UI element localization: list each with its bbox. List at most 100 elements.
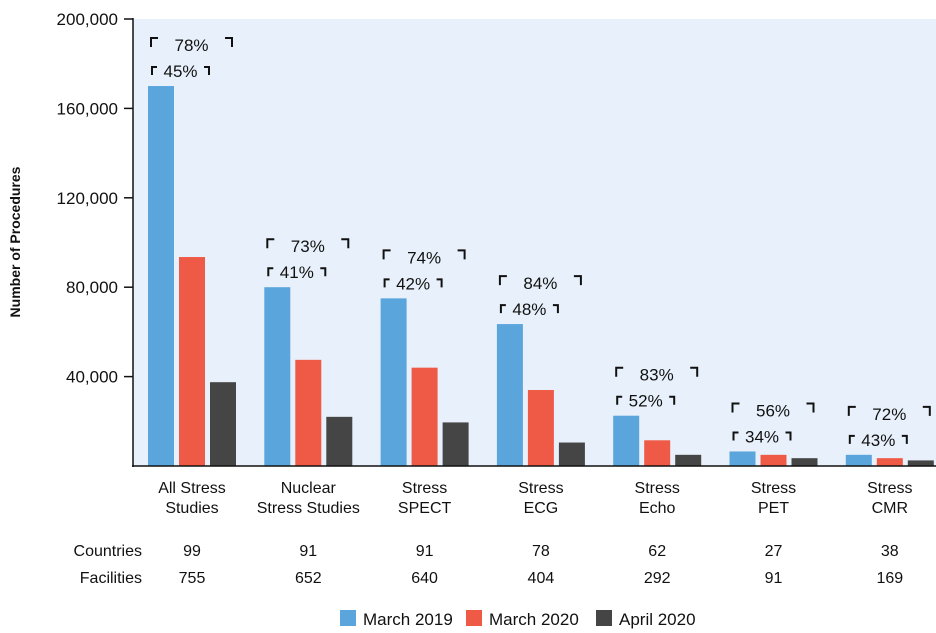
y-axis-label: Number of Procedures	[7, 166, 23, 317]
table-row-label: Facilities	[80, 570, 142, 587]
category-label: PET	[758, 500, 789, 517]
bracket-inner-left	[732, 431, 739, 441]
bracket-outer-right	[922, 405, 931, 416]
bracket-outer-left	[731, 402, 740, 413]
legend-label: April 2020	[619, 610, 696, 629]
bracket-inner-right	[901, 434, 908, 444]
bar-march-2019	[845, 454, 872, 466]
annotation-outer-pct: 72%	[872, 405, 906, 424]
category-label: Stress	[402, 480, 447, 497]
legend-label: March 2019	[363, 610, 453, 629]
annotation-outer-pct: 78%	[174, 36, 208, 55]
annotation-outer-pct: 56%	[756, 401, 790, 420]
annotation-inner-pct: 43%	[861, 431, 895, 450]
table-cell: 99	[183, 543, 201, 560]
bar-march-2020	[876, 458, 903, 466]
bar-march-2020	[295, 359, 322, 466]
legend-label: March 2020	[489, 610, 579, 629]
bar-april-2020	[907, 460, 934, 466]
annotation-inner-pct: 45%	[163, 62, 197, 81]
category-label: Stress Studies	[257, 500, 360, 517]
bar-march-2019	[380, 298, 407, 466]
annotation-outer-pct: 74%	[407, 248, 441, 267]
category-label: Stress	[518, 480, 563, 497]
bar-april-2020	[558, 442, 585, 466]
bar-april-2020	[326, 416, 353, 466]
table-cell: 292	[644, 570, 671, 587]
table-cell: 755	[179, 570, 206, 587]
bracket-inner-left	[499, 304, 506, 314]
category-label: SPECT	[398, 500, 452, 517]
bracket-outer-right	[341, 238, 350, 249]
y-tick-label: 200,000	[57, 10, 118, 29]
annotation-outer-pct: 83%	[640, 366, 674, 385]
summary-table: Countries 99 91 91 78 62 27 38 Facilities 755 652 6…	[74, 543, 904, 587]
category-label: Stress	[867, 480, 912, 497]
table-cell: 91	[416, 543, 434, 560]
bracket-outer-left	[847, 405, 856, 416]
bracket-inner-right	[669, 395, 676, 405]
y-tick-label: 160,000	[57, 99, 118, 118]
bars-layer	[148, 86, 934, 467]
bracket-inner-right	[204, 66, 210, 76]
table-cell: 652	[295, 570, 322, 587]
category-label: All Stress	[158, 480, 226, 497]
bracket-inner-left	[848, 434, 855, 444]
bracket-inner-left	[383, 278, 390, 288]
bar-march-2019	[148, 86, 174, 467]
category-label: CMR	[872, 500, 908, 517]
table-cell: 78	[532, 543, 550, 560]
bar-march-2020	[179, 257, 205, 466]
bracket-inner-right	[320, 267, 327, 277]
bar-march-2020	[760, 454, 787, 466]
annotation-outer-pct: 73%	[291, 237, 325, 256]
y-tick-label: 40,000	[66, 368, 118, 387]
annotation-inner-pct: 42%	[396, 274, 430, 293]
bracket-outer-left	[266, 238, 275, 249]
bracket-inner-left	[616, 395, 623, 405]
annotation-inner-pct: 48%	[512, 300, 546, 319]
legend-swatch	[596, 610, 612, 626]
bracket-inner-right	[436, 278, 443, 288]
table-cell: 91	[299, 543, 317, 560]
category-label: Echo	[639, 500, 676, 517]
y-ticks-layer: 40,000 80,000 120,000 160,000 200,000	[57, 10, 133, 387]
category-label: Studies	[165, 500, 218, 517]
bracket-inner-right	[785, 431, 792, 441]
bar-march-2019	[264, 287, 291, 466]
annotation-inner-pct: 52%	[629, 392, 663, 411]
legend-swatch	[466, 610, 482, 626]
bar-april-2020	[442, 422, 469, 466]
bracket-outer-right	[806, 402, 815, 413]
y-tick-label: 80,000	[66, 278, 118, 297]
category-label: Stress	[635, 480, 680, 497]
table-cell: 62	[648, 543, 666, 560]
bar-march-2020	[527, 390, 554, 466]
bar-march-2020	[411, 367, 438, 466]
bracket-outer-right	[225, 37, 233, 48]
bar-april-2020	[791, 458, 818, 466]
bar-march-2020	[644, 440, 671, 466]
bracket-outer-left	[150, 37, 158, 48]
category-label: ECG	[524, 500, 559, 517]
table-cell: 27	[765, 543, 783, 560]
bar-march-2019	[496, 324, 523, 466]
legend: March 2019 March 2020 April 2020	[340, 610, 696, 629]
bracket-outer-right	[690, 366, 699, 377]
bracket-inner-left	[151, 66, 157, 76]
bracket-inner-right	[552, 304, 559, 314]
category-label: Nuclear	[281, 480, 337, 497]
bracket-inner-left	[267, 267, 274, 277]
bracket-outer-left	[498, 275, 507, 286]
table-cell: 38	[881, 543, 899, 560]
table-cell: 404	[528, 570, 555, 587]
bracket-outer-left	[615, 366, 624, 377]
category-labels-layer: All Stress Studies Nuclear Stress Studies St…	[158, 480, 912, 517]
annotation-outer-pct: 84%	[523, 274, 557, 293]
annotation-inner-pct: 34%	[745, 427, 779, 446]
annotation-inner-pct: 41%	[280, 263, 314, 282]
bracket-outer-right	[573, 275, 582, 286]
table-cell: 169	[876, 570, 903, 587]
bar-april-2020	[675, 454, 702, 466]
